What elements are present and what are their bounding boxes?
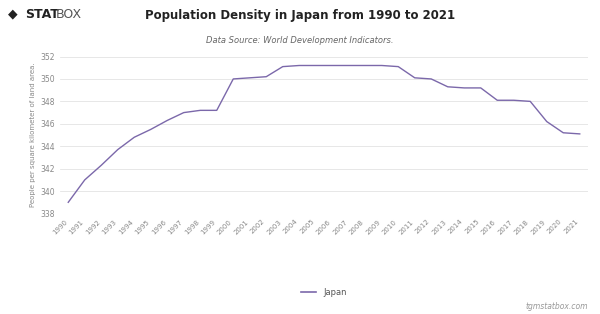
Y-axis label: People per square kilometer of land area.: People per square kilometer of land area…	[31, 63, 37, 207]
Text: Population Density in Japan from 1990 to 2021: Population Density in Japan from 1990 to…	[145, 9, 455, 22]
Text: BOX: BOX	[56, 8, 82, 21]
Text: tgmstatbox.com: tgmstatbox.com	[526, 302, 588, 311]
Legend: Japan: Japan	[298, 285, 350, 300]
Text: ◆: ◆	[8, 8, 17, 21]
Text: STAT: STAT	[25, 8, 59, 21]
Text: Data Source: World Development Indicators.: Data Source: World Development Indicator…	[206, 36, 394, 45]
